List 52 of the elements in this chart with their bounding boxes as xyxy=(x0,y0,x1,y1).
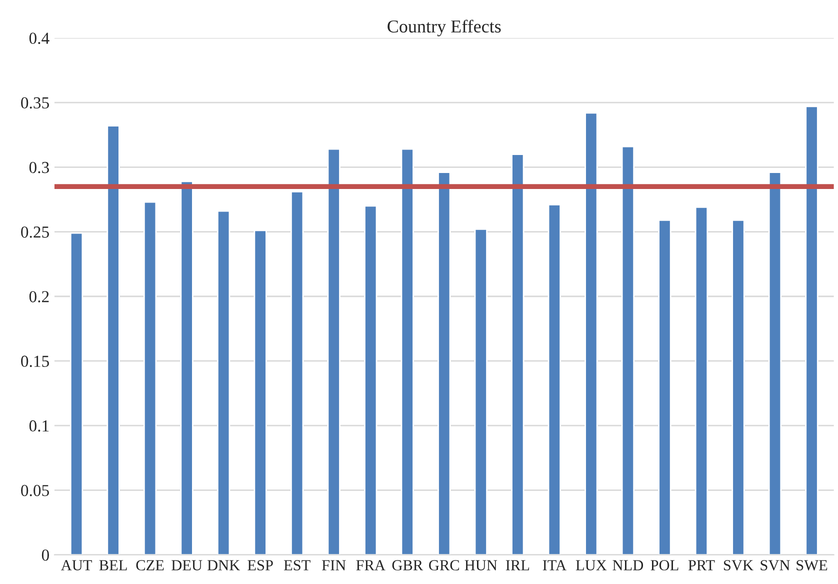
bar xyxy=(732,219,745,555)
bar xyxy=(106,125,120,555)
x-tick-label: SVN xyxy=(760,560,790,570)
x-tick-label: FIN xyxy=(322,560,346,570)
bar xyxy=(327,148,340,555)
x-tick-label: EST xyxy=(284,560,310,570)
chart-title: Country Effects xyxy=(388,20,501,36)
bar xyxy=(805,106,818,555)
bar xyxy=(438,172,451,555)
bar xyxy=(548,204,561,555)
bar xyxy=(70,232,84,555)
x-tick-label: GBR xyxy=(392,560,424,570)
bar xyxy=(254,230,267,555)
bar xyxy=(180,180,194,555)
y-tick-label: 0 xyxy=(42,550,49,561)
x-tick-label: DNK xyxy=(207,560,240,570)
x-tick-label: DEU xyxy=(172,560,202,570)
bar xyxy=(694,206,708,555)
bar xyxy=(400,148,414,555)
y-tick-label: 0.3 xyxy=(29,162,49,174)
y-tick-label: 0.25 xyxy=(21,226,49,238)
x-tick-label: POL xyxy=(650,560,678,570)
y-tick-label: 0.35 xyxy=(21,97,49,109)
x-tick-label: BEL xyxy=(99,560,127,570)
bar xyxy=(768,172,782,555)
x-tick-label: SWE xyxy=(796,560,828,570)
x-tick-label: HUN xyxy=(464,560,498,570)
x-tick-label: IRL xyxy=(506,560,530,570)
bar xyxy=(143,201,157,555)
x-tick-label: LUX xyxy=(576,560,607,570)
y-tick-label: 0.4 xyxy=(29,32,50,44)
x-tick-label: ESP xyxy=(248,560,273,570)
bar xyxy=(511,154,524,555)
y-tick-label: 0.15 xyxy=(21,356,49,368)
x-tick-label: AUT xyxy=(60,560,92,570)
bar xyxy=(474,228,488,555)
y-tick-label: 0.2 xyxy=(29,291,49,302)
y-tick-label: 0.05 xyxy=(21,484,49,496)
bar xyxy=(290,191,304,555)
bar xyxy=(658,219,672,555)
x-tick-label: SVK xyxy=(724,560,754,570)
bar xyxy=(216,210,230,555)
x-tick-label: NLD xyxy=(612,560,644,570)
y-tick-label: 0.1 xyxy=(29,420,49,432)
x-tick-label: PRT xyxy=(688,560,715,570)
x-tick-label: CZE xyxy=(136,560,164,570)
x-tick-label: FRA xyxy=(356,560,386,570)
x-tick-label: ITA xyxy=(542,560,566,570)
bar xyxy=(584,112,598,555)
bar xyxy=(364,205,378,555)
bar xyxy=(621,146,635,555)
x-tick-label: GRC xyxy=(429,560,460,570)
